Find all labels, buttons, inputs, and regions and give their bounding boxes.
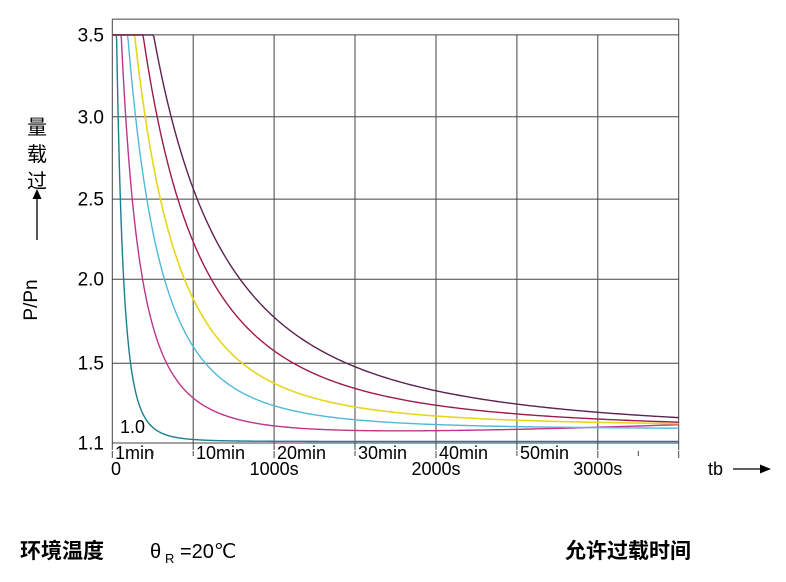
svg-text:0: 0	[111, 459, 121, 479]
svg-text:30min: 30min	[358, 443, 407, 463]
svg-text:环境温度: 环境温度	[20, 535, 104, 565]
svg-text:允许过载时间: 允许过载时间	[565, 535, 691, 565]
svg-text:2000s: 2000s	[411, 459, 460, 479]
svg-text:1.1: 1.1	[78, 434, 104, 455]
svg-text:50min: 50min	[520, 443, 569, 463]
svg-text:3.5: 3.5	[78, 26, 104, 47]
svg-text:tb: tb	[708, 459, 723, 479]
svg-text:1.5: 1.5	[78, 354, 104, 375]
svg-text:2.5: 2.5	[78, 190, 104, 211]
svg-text:载: 载	[27, 138, 47, 167]
svg-text:P/Pn: P/Pn	[21, 279, 42, 320]
svg-text:10min: 10min	[196, 443, 245, 463]
svg-text:3000s: 3000s	[573, 459, 622, 479]
svg-text:1000s: 1000s	[250, 459, 299, 479]
svg-text:1.0: 1.0	[120, 417, 145, 437]
svg-text:量: 量	[27, 111, 47, 140]
svg-text:R: R	[165, 551, 174, 566]
svg-text:3.0: 3.0	[78, 108, 104, 129]
svg-text:θ: θ	[150, 541, 161, 563]
svg-text:=20℃: =20℃	[180, 541, 236, 563]
svg-text:2.0: 2.0	[78, 270, 104, 291]
